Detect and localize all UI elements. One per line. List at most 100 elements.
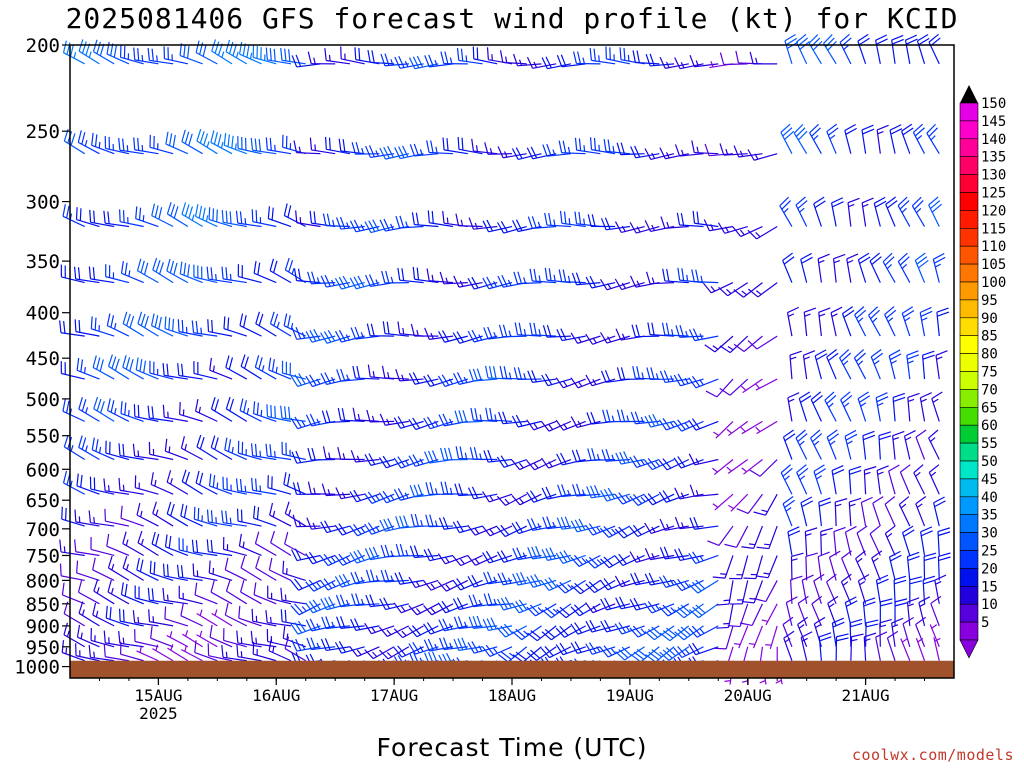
wind-barb (425, 514, 454, 528)
barb-shaft (901, 532, 911, 556)
barb-feather (585, 276, 593, 289)
barb-feather (386, 321, 390, 335)
barb-feather (485, 550, 494, 563)
barb-feather (891, 34, 904, 41)
barb-feather (254, 443, 258, 457)
barb-feather (716, 626, 729, 629)
wind-barb (915, 429, 927, 460)
barb-feather (456, 578, 465, 589)
barb-feather (216, 209, 218, 222)
wind-barb (937, 527, 951, 556)
barb-feather (273, 260, 278, 273)
barb-half-feather (360, 332, 365, 339)
barb-feather (430, 140, 434, 153)
barb-feather (647, 601, 657, 612)
barb-half-feather (448, 378, 454, 385)
barb-feather (842, 306, 854, 315)
barb-feather (483, 572, 489, 584)
barb-feather (150, 313, 155, 326)
barb-half-feather (98, 141, 101, 149)
wind-barb (630, 411, 660, 425)
barb-feather (426, 374, 435, 386)
barb-feather (732, 226, 742, 237)
barb-feather (154, 205, 159, 218)
barb-feather (920, 392, 932, 399)
barb-feather (826, 123, 838, 133)
wind-barb (88, 510, 115, 527)
barb-feather (559, 210, 563, 224)
wind-barb (283, 472, 306, 495)
barb-feather (93, 210, 96, 224)
barb-shaft (782, 503, 793, 527)
barb-half-feather (168, 446, 171, 453)
barb-feather (96, 41, 101, 54)
wind-barb (779, 196, 793, 227)
barb-half-feather (901, 638, 908, 643)
credit-link[interactable]: coolwx.com/models (851, 746, 1014, 764)
barb-feather (379, 219, 386, 232)
barb-feather (254, 531, 260, 544)
barb-half-feather (346, 222, 350, 229)
barb-half-feather (107, 485, 110, 492)
barb-half-feather (920, 398, 927, 403)
barb-feather (600, 490, 608, 502)
barb-feather (574, 137, 578, 151)
wind-barb (884, 496, 896, 527)
wind-barb (63, 622, 86, 648)
barb-feather (77, 580, 83, 593)
barb-half-feather (448, 418, 453, 425)
barb-shaft (888, 470, 896, 495)
wind-barb (599, 578, 631, 591)
barb-feather (556, 609, 567, 619)
barb-feather (659, 632, 671, 642)
barb-feather (472, 594, 478, 607)
wind-barb (797, 595, 809, 627)
barb-shaft (226, 590, 248, 605)
wind-barb (857, 33, 870, 65)
wind-barb (818, 632, 832, 661)
barb-shaft (120, 517, 144, 527)
barb-feather (712, 576, 726, 579)
barb-feather (601, 449, 607, 462)
wind-barb (61, 640, 85, 662)
barb-feather (327, 330, 336, 342)
barb-feather (559, 581, 570, 592)
barb-feather (410, 514, 415, 527)
wind-barb (284, 531, 307, 557)
colorbar-segment (959, 514, 979, 533)
barb-feather (515, 628, 526, 638)
barb-feather (335, 217, 342, 230)
barb-feather (928, 33, 939, 43)
wind-barb (177, 319, 203, 337)
barb-feather (636, 50, 640, 63)
wind-barb (165, 131, 189, 155)
barb-feather (930, 200, 941, 210)
barb-feather (393, 489, 401, 501)
barb-half-feather (519, 497, 524, 504)
barb-feather (471, 329, 479, 342)
barb-feather (512, 573, 519, 586)
barb-feather (735, 50, 740, 64)
barb-half-feather (583, 218, 586, 225)
barb-feather (111, 356, 117, 369)
barb-feather (662, 575, 671, 587)
barb-feather (644, 631, 655, 641)
barb-shaft (252, 221, 277, 228)
barb-half-feather (460, 558, 465, 565)
barb-feather (349, 525, 358, 537)
barb-shaft (458, 646, 483, 652)
barb-half-feather (474, 528, 480, 534)
wind-barb (749, 51, 778, 65)
wind-barb (92, 557, 115, 581)
barb-feather (913, 200, 924, 210)
barb-half-feather (917, 637, 924, 643)
barb-feather (857, 391, 869, 400)
barb-feather (928, 464, 940, 473)
barb-half-feather (891, 624, 899, 628)
barb-half-feather (815, 623, 822, 629)
barb-feather (452, 598, 460, 610)
barb-feather (692, 551, 700, 563)
barb-feather (442, 210, 445, 224)
barb-feather (253, 505, 256, 519)
colorbar-segment (959, 228, 979, 247)
